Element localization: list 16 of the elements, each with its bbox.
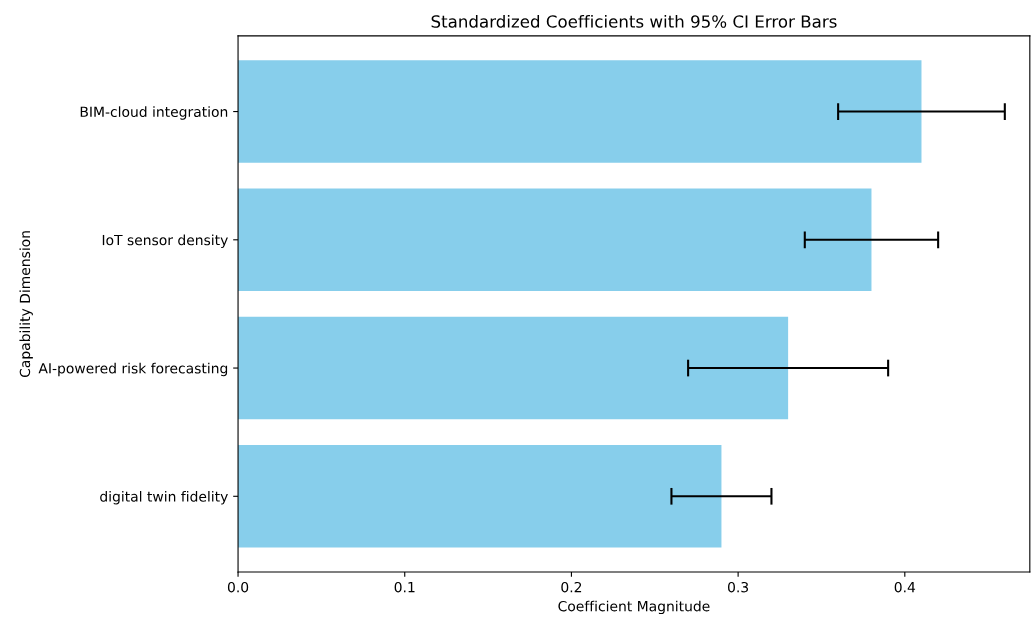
y-tick-label: AI-powered risk forecasting	[38, 362, 228, 377]
x-tick-label: 0.2	[561, 581, 582, 593]
x-tick-label: 0.4	[894, 581, 916, 593]
x-tick-label: 0.0	[227, 581, 249, 593]
bar	[238, 316, 789, 420]
x-tick-label: 0.1	[394, 581, 415, 593]
y-axis-title: Capability Dimension	[19, 231, 33, 378]
bar	[238, 60, 922, 163]
chart-title: Standardized Coefficients with 95% CI Error Bars	[431, 14, 837, 28]
bar	[238, 188, 872, 292]
x-tick-label: 0.3	[727, 581, 749, 593]
x-axis-title: Coefficient Magnitude	[558, 600, 710, 615]
bar	[238, 445, 722, 548]
y-tick-label: IoT sensor density	[102, 234, 228, 248]
y-tick-label: BIM-cloud integration	[80, 106, 228, 120]
y-tick-label: digital twin fidelity	[100, 491, 228, 505]
